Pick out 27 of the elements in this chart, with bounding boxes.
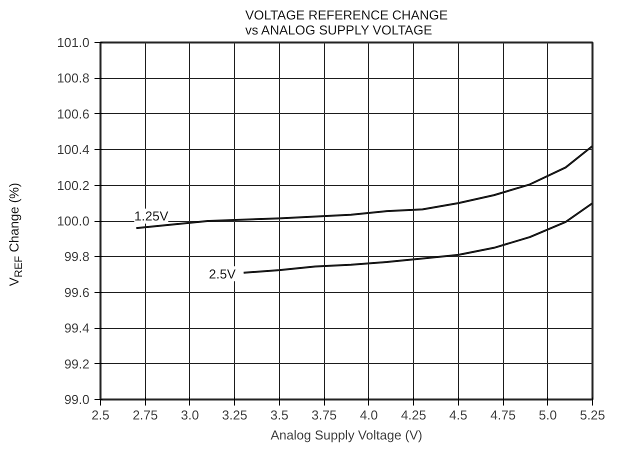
y-tick-label: 99.2 — [64, 356, 90, 372]
y-tick-label: 100.2 — [56, 178, 90, 193]
y-tick-label: 100.8 — [56, 70, 90, 86]
x-tick-label: 3.0 — [180, 408, 199, 422]
y-tick-label: 100.4 — [56, 142, 90, 158]
x-tick-label: 4.75 — [490, 408, 516, 422]
x-tick-label: 2.5 — [91, 408, 110, 422]
y-tick-label: 100.0 — [56, 214, 90, 228]
x-tick-label: 4.25 — [400, 408, 426, 422]
annotation: 1.25V — [134, 208, 169, 224]
x-tick-label: 4.5 — [449, 408, 468, 422]
x-tick-label: 3.25 — [222, 408, 248, 422]
x-tick-label: 5.0 — [538, 408, 557, 422]
x-tick-label: 4.0 — [360, 408, 378, 422]
x-tick-label: 2.75 — [132, 408, 158, 422]
y-tick-label: 99.6 — [64, 284, 90, 300]
x-tick-label: 3.75 — [311, 408, 337, 422]
annotation: 2.5V — [208, 266, 236, 282]
chart-title: VOLTAGE REFERENCE CHANGE vs ANALOG SUPPLY VOLTAGE — [245, 8, 448, 38]
x-axis-title: Analog Supply Voltage (V) — [270, 428, 422, 442]
y-tick-label: 101.0 — [56, 35, 90, 50]
y-tick-label: 99.8 — [64, 249, 90, 264]
x-tick-label: 3.5 — [270, 408, 288, 422]
x-tick-label: 5.25 — [580, 408, 606, 422]
y-tick-label: 99.0 — [64, 392, 90, 407]
y-tick-label: 99.4 — [64, 320, 90, 336]
y-tick-label: 100.6 — [56, 106, 90, 122]
